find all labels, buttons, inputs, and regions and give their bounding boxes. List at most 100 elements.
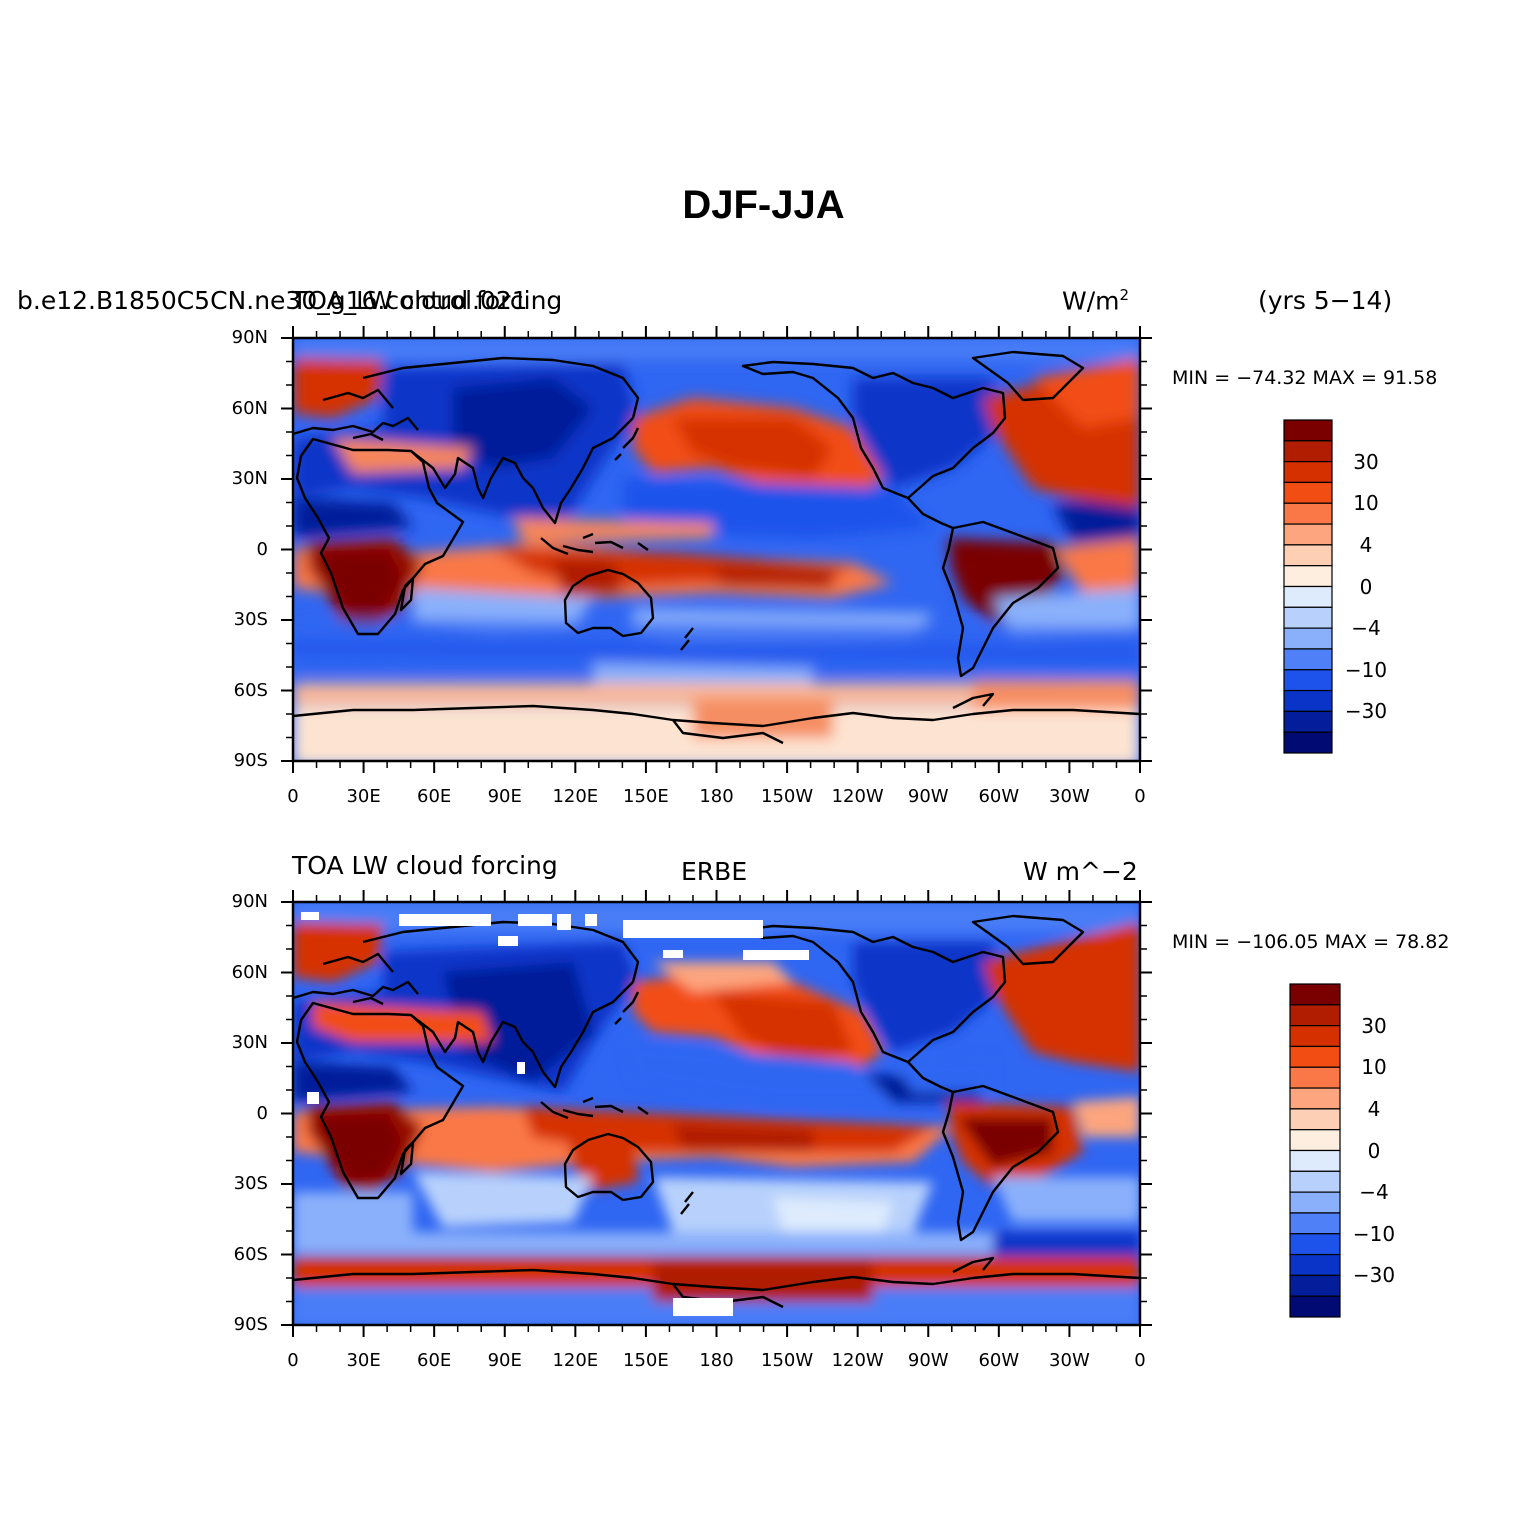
colorbar-swatch — [1289, 1004, 1341, 1027]
colorbar-label: −10 — [1344, 657, 1388, 682]
colorbar1 — [1283, 419, 1333, 754]
colorbar-swatch — [1289, 1274, 1341, 1297]
colorbar-swatch — [1289, 1149, 1341, 1172]
colorbar-swatch — [1289, 1253, 1341, 1276]
colorbar-label: 4 — [1367, 1096, 1381, 1121]
colorbar-swatch — [1289, 983, 1341, 1006]
panel2-variable-label: TOA LW cloud forcing — [292, 851, 558, 880]
lon-tick-label: 120E — [552, 1350, 599, 1371]
lon-tick-label: 90E — [487, 1350, 522, 1371]
lat-tick-label: 90S — [233, 1314, 268, 1335]
lon-tick-label: 30W — [1049, 1350, 1090, 1371]
colorbar-label: 30 — [1353, 449, 1379, 474]
lon-tick-label: 120W — [831, 786, 884, 807]
colorbar-swatch — [1283, 731, 1333, 754]
lon-tick-label: 150W — [761, 786, 814, 807]
lat-tick-label: 60N — [231, 397, 268, 419]
colorbar-swatch — [1283, 689, 1333, 712]
lat-tick-label: 90N — [231, 891, 268, 912]
colorbar-swatch — [1289, 1233, 1341, 1256]
colorbar-swatch — [1289, 1129, 1341, 1152]
lon-tick-label: 150E — [623, 786, 669, 807]
panel1-min-max: MIN = −74.32 MAX = 91.58 — [1172, 367, 1438, 389]
lon-tick-label: 150W — [761, 1350, 814, 1371]
lat-tick-label: 60S — [233, 1243, 268, 1265]
lon-tick-label: 120W — [831, 1350, 884, 1371]
lon-tick-label: 0 — [1134, 786, 1146, 807]
colorbar-swatch — [1289, 1170, 1341, 1193]
colorbar-label: 0 — [1359, 574, 1373, 599]
lat-tick-label: 30S — [233, 609, 268, 630]
colorbar-swatch — [1283, 419, 1333, 442]
colorbar-swatch — [1283, 502, 1333, 525]
lat-tick-label: 30N — [231, 1032, 268, 1053]
lon-tick-label: 60W — [978, 786, 1020, 807]
lat-tick-label: 0 — [256, 1102, 268, 1124]
colorbar-label: −4 — [1359, 1180, 1389, 1205]
colorbar-swatch — [1283, 440, 1333, 463]
colorbar-label: 30 — [1361, 1013, 1387, 1038]
colorbar-swatch — [1283, 710, 1333, 733]
lat-tick-label: 0 — [256, 538, 268, 560]
lon-tick-label: 0 — [1134, 1350, 1146, 1371]
lon-tick-label: 90E — [487, 786, 522, 807]
colorbar-swatch — [1289, 1191, 1341, 1214]
panel1-field — [293, 338, 1140, 761]
panel1-units: W/m2 — [1062, 286, 1130, 316]
colorbar-label: 0 — [1367, 1138, 1381, 1163]
colorbar-swatch — [1289, 1025, 1341, 1048]
colorbar-swatch — [1289, 1295, 1341, 1318]
lon-tick-label: 60E — [417, 1350, 452, 1371]
colorbar-swatch — [1289, 1108, 1341, 1131]
lon-tick-label: 180 — [699, 786, 734, 807]
colorbar-swatch — [1289, 1066, 1341, 1089]
colorbar-swatch — [1283, 648, 1333, 671]
colorbar-swatch — [1283, 544, 1333, 567]
colorbar-swatch — [1283, 585, 1333, 608]
figure-title: DJF-JJA — [682, 183, 845, 227]
panel2-min-max: MIN = −106.05 MAX = 78.82 — [1172, 931, 1450, 953]
colorbar-swatch — [1283, 565, 1333, 588]
colorbar2 — [1289, 983, 1341, 1318]
panel2-units: W m^−2 — [1023, 857, 1138, 886]
lat-tick-label: 90N — [231, 327, 268, 348]
lon-tick-label: 30W — [1049, 786, 1090, 807]
lon-tick-label: 30E — [346, 1350, 381, 1371]
lon-tick-label: 30E — [346, 786, 381, 807]
lat-tick-label: 30S — [233, 1173, 268, 1194]
lon-tick-label: 120E — [552, 786, 599, 807]
colorbar-swatch — [1283, 523, 1333, 546]
lat-tick-label: 90S — [233, 750, 268, 771]
colorbar-label: 10 — [1361, 1055, 1387, 1080]
lat-tick-label: 30N — [231, 468, 268, 489]
lat-tick-label: 60N — [231, 961, 268, 983]
lon-tick-label: 90W — [907, 786, 949, 807]
colorbar-swatch — [1289, 1212, 1341, 1235]
lon-tick-label: 150E — [623, 1350, 669, 1371]
panel2-field — [293, 902, 1140, 1325]
colorbar-label: 4 — [1359, 532, 1373, 557]
lon-tick-label: 180 — [699, 1350, 734, 1371]
lon-tick-label: 0 — [287, 1350, 299, 1371]
colorbar-swatch — [1283, 606, 1333, 629]
colorbar-swatch — [1283, 461, 1333, 484]
colorbar-swatch — [1283, 481, 1333, 504]
panel1-variable-label: TOA_LW cloud forcing — [292, 286, 563, 315]
panel1-years-label: (yrs 5−14) — [1258, 286, 1393, 315]
lat-tick-label: 60S — [233, 679, 268, 701]
colorbar-label: −10 — [1352, 1221, 1396, 1246]
lon-tick-label: 60W — [978, 1350, 1020, 1371]
lon-tick-label: 60E — [417, 786, 452, 807]
colorbar-swatch — [1289, 1087, 1341, 1110]
lon-tick-label: 90W — [907, 1350, 949, 1371]
lon-tick-label: 0 — [287, 786, 299, 807]
panel1-case-label: b.e12.B1850C5CN.ne30_g16.control.021 — [17, 286, 528, 315]
colorbar-label: −4 — [1351, 616, 1381, 641]
colorbar-label: −30 — [1352, 1263, 1396, 1288]
panel2-dataset-label: ERBE — [681, 857, 748, 886]
colorbar-swatch — [1283, 669, 1333, 692]
colorbar-swatch — [1283, 627, 1333, 650]
colorbar-label: −30 — [1344, 699, 1388, 724]
colorbar-label: 10 — [1353, 491, 1379, 516]
